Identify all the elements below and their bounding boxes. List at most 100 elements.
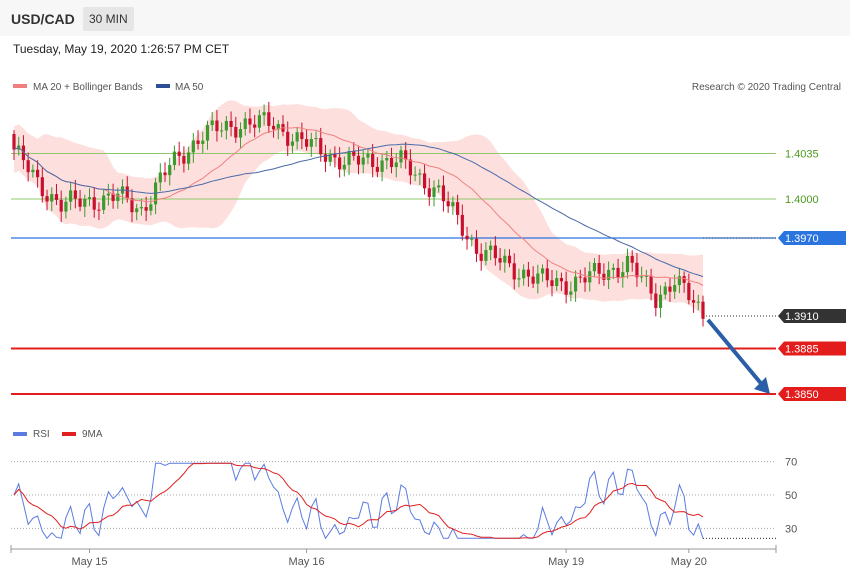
- candle-body: [474, 238, 479, 254]
- candle-body: [583, 277, 587, 283]
- bollinger-band-area: [14, 100, 703, 317]
- candle-body: [45, 196, 49, 202]
- candle-body: [130, 198, 134, 213]
- candle-body: [172, 151, 177, 166]
- candle-body: [257, 115, 261, 128]
- candle-body: [271, 125, 276, 130]
- candle-body: [465, 235, 469, 240]
- x-axis-date-label: May 20: [671, 556, 707, 568]
- rsi-ma-line: [13, 462, 704, 539]
- candle-body: [380, 160, 384, 172]
- candle-body: [102, 195, 106, 210]
- x-axis-date-label: May 19: [548, 556, 584, 568]
- candle-body: [35, 169, 40, 178]
- candle-body: [328, 154, 332, 162]
- candle-body: [26, 160, 30, 173]
- candle-body: [654, 293, 658, 308]
- candle-body: [399, 150, 403, 163]
- candle-body: [238, 129, 243, 138]
- forecast-arrow-shaft: [706, 318, 766, 389]
- level-tag-label-1.3850: 1.3850: [785, 389, 819, 401]
- candle-body: [40, 177, 44, 197]
- candle-body: [456, 202, 460, 215]
- candle-body: [550, 280, 554, 287]
- candle-body: [144, 207, 148, 211]
- candle-body: [191, 140, 195, 153]
- candle-body: [361, 157, 365, 165]
- level-tag-1.3910: [778, 309, 846, 323]
- candle-body: [234, 126, 238, 138]
- candle-body: [635, 262, 639, 278]
- candle-body: [304, 139, 309, 147]
- candle-body: [517, 278, 521, 280]
- candle-body: [253, 124, 257, 128]
- candle-body: [607, 269, 611, 280]
- candle-body: [352, 151, 356, 156]
- candle-body: [630, 255, 634, 263]
- candle-body: [545, 268, 549, 281]
- candle-body: [592, 262, 597, 272]
- candle-body: [300, 132, 304, 140]
- bollinger-bands: [14, 100, 703, 317]
- candle-body: [12, 134, 16, 150]
- candle-body: [569, 291, 573, 295]
- candle-body: [347, 151, 351, 165]
- candle-body: [498, 258, 502, 263]
- candle-body: [375, 166, 379, 172]
- candle-body: [512, 263, 516, 280]
- candle-body: [687, 282, 691, 301]
- candle-body: [540, 268, 545, 274]
- candle-body: [578, 276, 582, 278]
- candle-body: [54, 194, 59, 200]
- candle-body: [125, 186, 129, 199]
- candle-body: [602, 273, 606, 280]
- candle-body: [658, 294, 663, 308]
- candle-body: [404, 150, 408, 160]
- candle-body: [564, 281, 568, 295]
- level-label-1.4035: 1.4035: [785, 149, 819, 161]
- candle-body: [389, 157, 394, 168]
- candle-body: [243, 118, 247, 130]
- candle-body: [323, 154, 328, 162]
- candle-body: [691, 300, 696, 303]
- candle-body: [432, 187, 436, 197]
- candle-body: [371, 153, 375, 167]
- candle-body: [338, 157, 342, 170]
- candle-body: [290, 141, 295, 146]
- ma50-line: [13, 143, 704, 278]
- candle-body: [319, 138, 323, 155]
- rsi-ma-legend-swatch: [62, 432, 76, 436]
- level-tag-label-1.3970: 1.3970: [785, 233, 819, 245]
- candle-body: [21, 145, 26, 161]
- symbol-label: USD/CAD: [11, 11, 75, 27]
- candle-body: [531, 276, 535, 284]
- x-axis: May 15 May 16 May 19 May 20: [10, 545, 777, 568]
- candle-body: [163, 172, 167, 176]
- candle-body: [484, 250, 488, 261]
- rsi-tick-label: 70: [785, 457, 797, 469]
- candle-body: [314, 138, 318, 140]
- candle-body: [668, 286, 672, 292]
- candle-body: [649, 275, 653, 294]
- candle-body: [611, 267, 615, 270]
- ma20-legend-label: MA 20 + Bollinger Bands: [33, 82, 143, 93]
- candle-body: [92, 197, 96, 210]
- candle-body: [158, 172, 162, 183]
- candle-body: [677, 276, 682, 286]
- ma20-legend-swatch: [13, 84, 27, 88]
- chart-header: USD/CAD 30 MIN: [0, 0, 850, 36]
- candle-body: [470, 238, 474, 240]
- candle-body: [366, 153, 370, 158]
- price-levels: 1.4035 1.4000 1.3970 1.3910 1.3885 1.3850: [11, 149, 846, 401]
- level-tag-label-1.3885: 1.3885: [785, 344, 819, 356]
- candle-body: [182, 156, 186, 164]
- x-axis-date-label: May 16: [289, 556, 325, 568]
- rsi-legend-swatch: [13, 432, 27, 436]
- candle-body: [201, 140, 205, 144]
- candle-body: [427, 188, 431, 197]
- candle-body: [489, 245, 493, 251]
- candle-body: [295, 132, 299, 142]
- candle-body: [248, 118, 252, 125]
- timeframe-button[interactable]: 30 MIN: [83, 7, 134, 31]
- candle-body: [616, 267, 620, 278]
